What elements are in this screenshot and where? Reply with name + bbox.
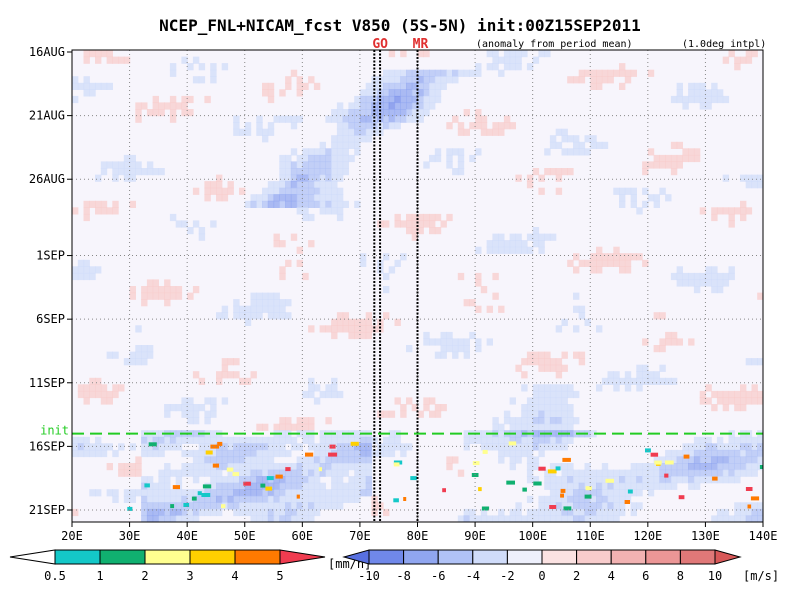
x-tick-label: 130E — [691, 529, 720, 543]
wind-swatch — [368, 549, 405, 565]
x-tick-label: 30E — [119, 529, 141, 543]
precip-level-label: 0.5 — [44, 569, 66, 583]
wind-swatch-high — [714, 549, 742, 565]
precip-level-label: 1 — [96, 569, 103, 583]
wind-level-label: 8 — [677, 569, 684, 583]
wind-level-label: -6 — [431, 569, 445, 583]
chart-subtitle-right: (1.0deg intpl) — [682, 39, 766, 50]
wind-swatch — [645, 549, 681, 565]
wind-swatch — [679, 549, 716, 565]
x-tick-label: 20E — [61, 529, 83, 543]
wind-level-label: 0 — [538, 569, 545, 583]
precip-swatch-low — [9, 549, 56, 565]
marker-label-mr: MR — [413, 37, 429, 52]
x-tick-label: 70E — [349, 529, 371, 543]
precip-swatch — [54, 549, 101, 565]
wind-unit: [m/s] — [743, 569, 779, 583]
wind-level-label: -10 — [358, 569, 380, 583]
y-tick-label: 11SEP — [29, 376, 65, 390]
precip-swatch — [144, 549, 191, 565]
x-tick-label: 110E — [576, 529, 605, 543]
x-tick-label: 120E — [633, 529, 662, 543]
y-tick-label: 16SEP — [29, 439, 65, 453]
wind-level-label: -8 — [396, 569, 410, 583]
precip-level-label: 5 — [276, 569, 283, 583]
y-tick-label: 26AUG — [29, 172, 65, 186]
precip-level-label: 4 — [231, 569, 238, 583]
precip-swatch — [234, 549, 281, 565]
x-tick-label: 60E — [291, 529, 313, 543]
precip-level-label: 3 — [186, 569, 193, 583]
y-tick-label: 16AUG — [29, 45, 65, 59]
x-tick-label: 80E — [407, 529, 429, 543]
precip-swatch-high — [279, 549, 326, 565]
wind-swatch — [437, 549, 474, 565]
wind-swatch — [506, 549, 543, 565]
wind-swatch — [472, 549, 508, 565]
y-tick-label: 1SEP — [36, 249, 65, 263]
wind-level-label: -4 — [466, 569, 480, 583]
precip-swatch — [99, 549, 146, 565]
wind-level-label: 10 — [708, 569, 722, 583]
wind-level-label: 6 — [642, 569, 649, 583]
wind-swatch — [610, 549, 647, 565]
axes: 20E 30E 40E 50E 60E 70E 80E 90E 100E 110E 120E 130E… — [29, 45, 778, 543]
precip-level-label: 2 — [141, 569, 148, 583]
wind-swatch — [541, 549, 578, 565]
wind-level-label: -2 — [500, 569, 514, 583]
station-markers: GO MR — [372, 37, 428, 522]
chart-subtitle-left: (anomaly from period mean) — [476, 39, 633, 50]
wind-colorbar: -10 -8 -6 -4 -2 0 2 4 6 8 10 [m/s] — [342, 549, 779, 583]
x-tick-label: 40E — [176, 529, 198, 543]
init-label: init — [40, 424, 69, 438]
y-tick-label: 21SEP — [29, 503, 65, 517]
x-tick-label: 100E — [518, 529, 547, 543]
y-tick-label: 21AUG — [29, 109, 65, 123]
marker-label-go: GO — [372, 37, 388, 52]
precip-swatch — [189, 549, 236, 565]
y-tick-label: 6SEP — [36, 312, 65, 326]
wind-swatch — [576, 549, 612, 565]
chart-title: NCEP_FNL+NICAM_fcst V850 (5S-5N) init:00… — [159, 16, 641, 35]
init-line-group: init — [40, 424, 763, 438]
wind-level-label: 4 — [608, 569, 615, 583]
precip-colorbar: 0.5 1 2 3 4 5[mm/h] — [9, 549, 371, 583]
x-tick-label: 90E — [464, 529, 486, 543]
x-tick-label: 140E — [749, 529, 778, 543]
wind-level-label: 2 — [573, 569, 580, 583]
x-tick-label: 50E — [234, 529, 256, 543]
anomaly-field — [72, 50, 763, 522]
wind-swatch — [403, 549, 439, 565]
